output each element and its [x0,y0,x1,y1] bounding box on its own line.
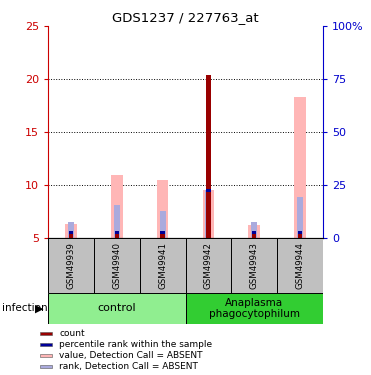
Bar [69,231,73,234]
Bar [298,233,302,238]
Bar [203,190,214,238]
Text: rank, Detection Call = ABSENT: rank, Detection Call = ABSENT [59,362,198,371]
Bar [48,238,94,292]
Text: count: count [59,329,85,338]
Bar [40,343,52,346]
Bar [298,231,302,234]
Bar [40,332,52,335]
Text: value, Detection Call = ABSENT: value, Detection Call = ABSENT [59,351,203,360]
Bar [140,238,186,292]
Bar [115,231,119,234]
Bar [277,238,323,292]
Text: Anaplasma
phagocytophilum: Anaplasma phagocytophilum [209,298,300,319]
Text: GSM49939: GSM49939 [67,242,76,289]
Text: GSM49943: GSM49943 [250,242,259,289]
Text: GSM49941: GSM49941 [158,242,167,289]
Bar [186,238,231,292]
Text: percentile rank within the sample: percentile rank within the sample [59,340,212,349]
Bar [65,224,77,238]
Bar [94,238,140,292]
Bar [157,180,168,238]
Text: infection: infection [2,303,47,313]
Bar [48,292,186,324]
Bar [160,211,165,238]
Bar [249,225,260,238]
Bar [40,365,52,368]
Bar [206,190,211,238]
Text: GSM49940: GSM49940 [112,242,121,289]
Bar [251,222,257,238]
Text: control: control [98,303,136,313]
Bar [68,222,74,238]
Bar [186,292,323,324]
Bar [252,231,256,234]
Bar [206,75,211,238]
Bar [114,205,120,238]
Bar [69,233,73,238]
Bar [294,97,306,238]
Bar [160,231,165,234]
Bar [231,238,277,292]
Text: GSM49942: GSM49942 [204,242,213,289]
Title: GDS1237 / 227763_at: GDS1237 / 227763_at [112,11,259,24]
Text: GSM49944: GSM49944 [295,242,304,289]
Bar [111,175,122,238]
Bar [160,233,165,238]
Bar [40,354,52,357]
Bar [206,189,211,192]
Text: ▶: ▶ [35,303,43,313]
Bar [115,233,119,238]
Bar [252,233,256,238]
Bar [297,197,303,238]
